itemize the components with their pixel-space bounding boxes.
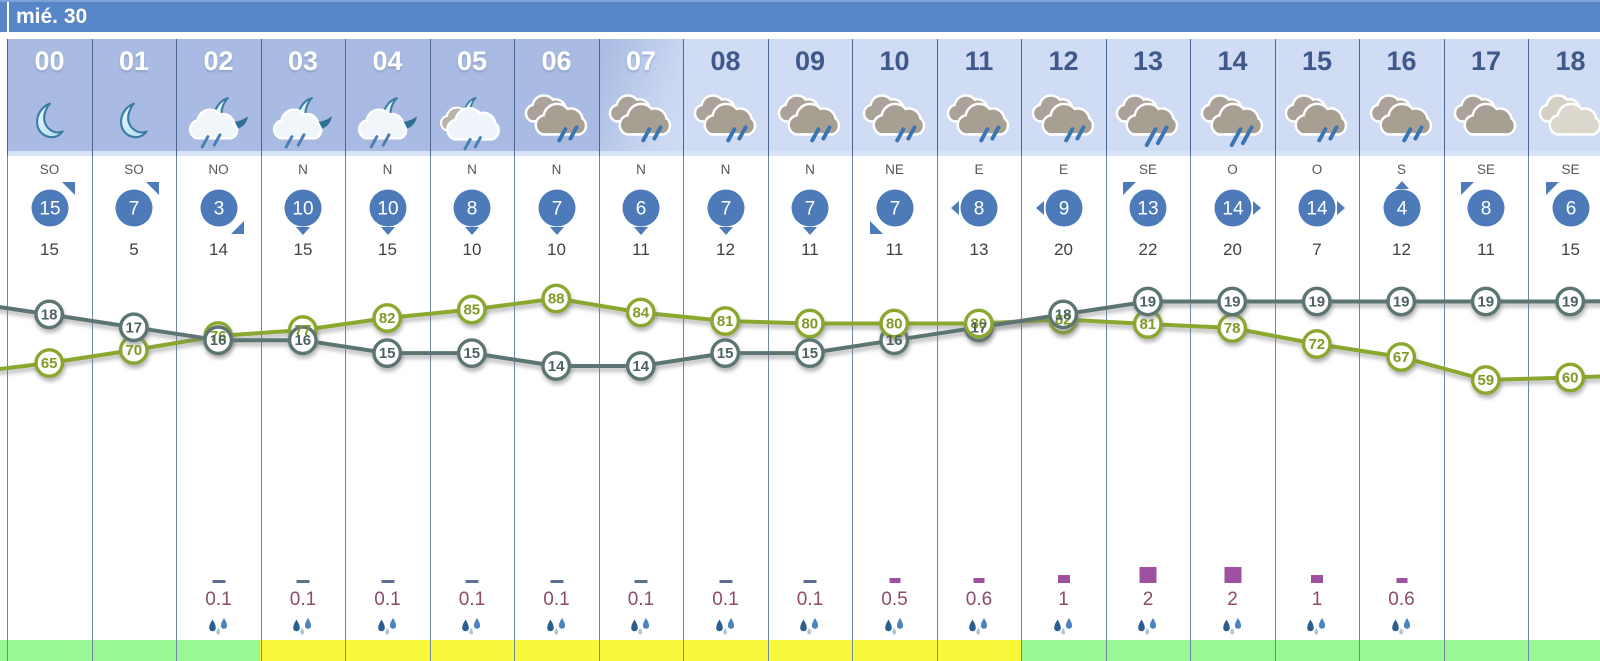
svg-text:84: 84 [632,305,649,322]
svg-text:15: 15 [379,345,396,362]
svg-text:7: 7 [805,199,816,220]
svg-text:13: 13 [1137,199,1158,220]
svg-text:8: 8 [1481,199,1492,220]
svg-text:15: 15 [463,345,480,362]
svg-text:14: 14 [1222,199,1244,220]
svg-text:82: 82 [379,310,396,327]
svg-text:7: 7 [889,199,900,220]
svg-text:78: 78 [1224,320,1241,337]
svg-text:17: 17 [125,319,142,336]
svg-text:16: 16 [294,332,311,349]
svg-text:4: 4 [1396,199,1407,220]
svg-text:19: 19 [1308,294,1325,311]
svg-text:59: 59 [1477,372,1494,389]
svg-text:65: 65 [41,355,58,372]
svg-text:15: 15 [801,345,818,362]
svg-text:14: 14 [548,358,565,375]
svg-text:19: 19 [1562,294,1579,311]
svg-text:14: 14 [1306,199,1328,220]
svg-text:82: 82 [1055,312,1072,329]
svg-text:9: 9 [1058,199,1069,220]
svg-text:7: 7 [720,199,731,220]
svg-text:6: 6 [1565,199,1576,220]
svg-text:19: 19 [1477,294,1494,311]
svg-text:67: 67 [1393,349,1410,366]
svg-text:88: 88 [548,291,565,308]
svg-text:19: 19 [1393,294,1410,311]
svg-text:7: 7 [129,199,140,220]
svg-text:18: 18 [41,306,58,323]
svg-text:60: 60 [1562,370,1579,387]
svg-text:17: 17 [970,319,987,336]
svg-text:6: 6 [636,199,647,220]
svg-text:16: 16 [886,332,903,349]
svg-text:10: 10 [377,199,398,220]
svg-text:80: 80 [886,316,903,333]
svg-text:72: 72 [1308,336,1325,353]
svg-text:16: 16 [210,332,227,349]
svg-text:80: 80 [801,316,818,333]
svg-text:76: 76 [210,328,227,345]
svg-text:10: 10 [292,199,313,220]
svg-text:3: 3 [213,199,224,220]
svg-text:14: 14 [632,358,649,375]
svg-text:81: 81 [1139,316,1156,333]
svg-text:8: 8 [467,199,478,220]
svg-text:7: 7 [551,199,562,220]
svg-text:70: 70 [125,342,142,359]
svg-text:15: 15 [39,199,60,220]
svg-text:77: 77 [294,322,311,339]
svg-text:15: 15 [717,345,734,362]
svg-text:8: 8 [974,199,985,220]
svg-text:80: 80 [970,316,987,333]
svg-text:19: 19 [1139,294,1156,311]
svg-text:85: 85 [463,302,480,319]
svg-text:81: 81 [717,313,734,330]
svg-text:18: 18 [1055,306,1072,323]
svg-text:19: 19 [1224,294,1241,311]
